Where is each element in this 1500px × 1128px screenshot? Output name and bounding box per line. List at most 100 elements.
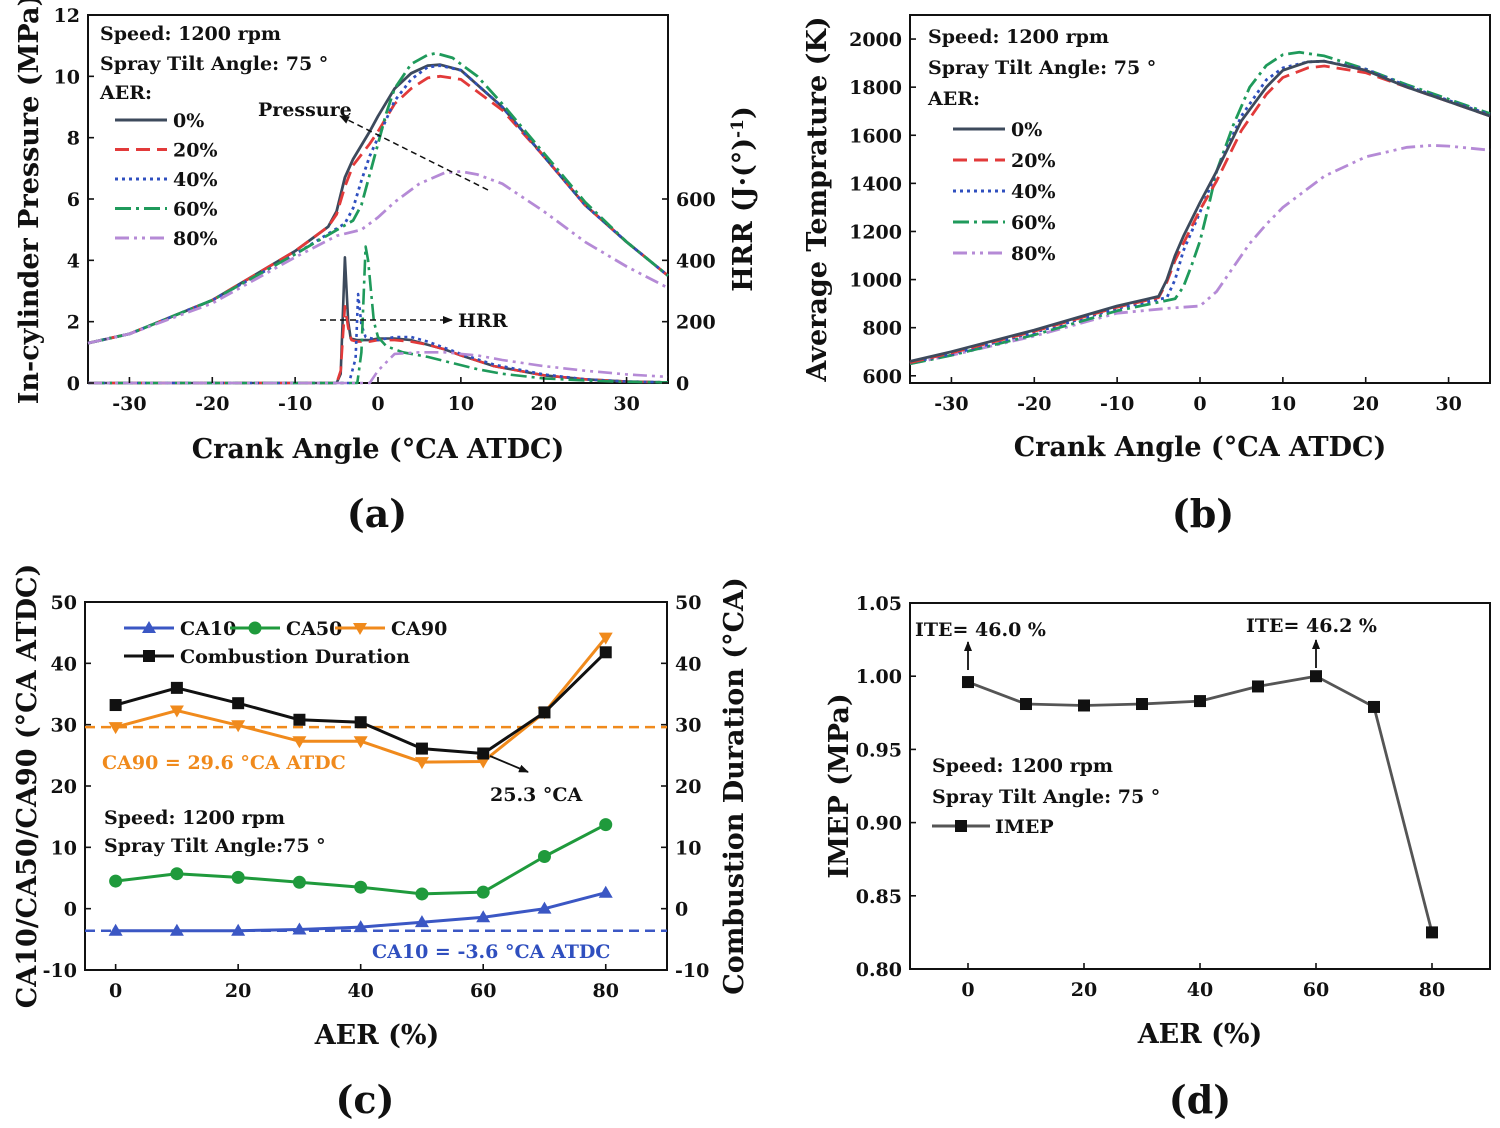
panel-a-x-tick-label: 30 [613,393,639,415]
panel-c-y-tick-label: 0 [64,899,77,921]
panel-a-y-tick-label: 10 [54,66,80,88]
panel-c-y2-tick-label: 30 [675,715,701,737]
panel-d-y-tick-label: 0.80 [856,959,902,981]
panel-c-label: (c) [335,1077,394,1122]
duration-point [109,699,122,712]
duration-point [477,747,490,760]
ca90-point [231,720,246,733]
panel-d-x-tick-label: 80 [1419,979,1445,1001]
panel-c-y-tick-label: 40 [51,653,77,675]
imep-point [1136,698,1148,711]
panel-b-legend-label: 0% [1011,119,1042,141]
panel-d-y-tick-label: 1.05 [856,593,902,615]
ca10-point [231,923,246,936]
duration-point [415,742,428,755]
panel-b-legend-label: 40% [1011,181,1056,203]
panel-c-y-tick-label: 10 [51,837,77,859]
panel-c-series [108,632,613,936]
panel-a-pressure-arrow [339,115,489,191]
pressure-line-60pct [87,51,669,345]
panel-c-legend-label: CA10 [180,618,236,640]
hrr-line-40pct [88,292,669,385]
panel-c-x-axis-label: AER (%) [314,1020,440,1051]
panel-b-y-tick-label: 1800 [849,77,902,99]
panel-a-series [87,51,669,385]
panel-d-y-tick-label: 0.90 [856,813,902,835]
panel-d-ite0-label: ITE= 46.0 % [915,619,1046,641]
panel-a-x-ticks: -30 -20 -10 0 10 20 30 [112,377,640,415]
panel-a-y-tick-label: 12 [54,5,80,27]
panel-c-legend-label: CA90 [391,618,447,640]
panel-a-y2-tick-label: 0 [676,373,689,395]
panel-a-legend: 0% 20% 40% 60% 80% [115,110,218,250]
panel-c-legend-marker [353,623,367,635]
imep-point [1078,699,1090,712]
panel-c-ca10-reference-label: CA10 = -3.6 °CA ATDC [372,941,610,963]
panel-d-x-tick-label: 0 [961,979,974,1001]
panel-c-x-tick-label: 80 [593,980,619,1002]
ca10-point [598,885,613,898]
panel-a: -30 -20 -10 0 10 20 30 0 2 4 6 8 10 12 0 200 400 600 Sp… [14,0,759,536]
panel-c-x-ticks: 0 20 40 60 80 [109,964,619,1002]
panel-c-y2-tick-label: 40 [675,653,701,675]
panel-b-y-ticks: 600 800 1000 1200 1400 1600 1800 2000 [849,29,916,388]
panel-a-x-tick-label: 0 [371,393,384,415]
panel-b-series [909,50,1491,366]
panel-b-x-tick-label: 30 [1435,393,1461,415]
panel-a-y-axis-label: In-cylinder Pressure (MPa) [14,0,45,404]
panel-a-legend-label: 60% [173,199,218,221]
panel-d: 0 20 40 60 80 0.80 0.85 0.90 0.95 1.00 1.05 ITE= … [824,593,1491,1122]
panel-d-ite60-label: ITE= 46.2 % [1246,615,1377,637]
panel-b-x-axis-label: Crank Angle (°CA ATDC) [1014,432,1387,463]
temperature-line-60pct [909,50,1491,366]
panel-a-y2-tick-label: 200 [676,312,716,334]
panel-d-tilt-label: Spray Tilt Angle: 75 ° [932,786,1160,808]
panel-c-min-duration-arrow [489,755,529,773]
panel-d-label: (d) [1169,1077,1232,1122]
panel-d-speed-label: Speed: 1200 rpm [932,755,1113,777]
panel-c-y-tick-label: 30 [51,715,77,737]
panel-a-y2-label-close: ) [728,106,759,119]
imep-point [1252,680,1264,693]
ca50-point [292,875,306,889]
panel-a-hrr-annotation: HRR [458,310,508,332]
panel-a-y-tick-label: 8 [67,128,80,150]
ca50-point [599,818,613,832]
panel-a-y-tick-label: 2 [67,312,80,334]
panel-c-legend: CA10 CA50 CA90 Combustion Duration [124,618,447,668]
panel-a-x-tick-label: 20 [530,393,556,415]
panel-b-legend-label: 80% [1011,243,1056,265]
panel-c-min-duration-label: 25.3 °CA [490,784,583,806]
panel-a-label: (a) [347,491,408,536]
panel-a-speed-label: Speed: 1200 rpm [100,23,281,45]
panel-a-y-ticks: 0 2 4 6 8 10 12 [54,5,94,395]
panel-d-legend: IMEP [932,816,1054,838]
panel-b-y-tick-label: 1200 [849,221,902,243]
ca10-point [537,901,552,914]
ca90-point [169,705,184,718]
panel-b-y-tick-label: 1400 [849,173,902,195]
panel-c-x-tick-label: 40 [347,980,373,1002]
panel-d-y-tick-label: 1.00 [856,666,902,688]
panel-b-aer-label: AER: [927,88,980,110]
panel-a-y2-tick-label: 400 [676,250,716,272]
panel-b-speed-label: Speed: 1200 rpm [928,26,1109,48]
panel-a-x-tick-label: -30 [112,393,146,415]
ca50-point [231,870,245,884]
panel-c-x-tick-label: 60 [470,980,496,1002]
ca10-point [414,915,429,928]
panel-c-y-axis-label: CA10/CA50/CA90 (°CA ATDC) [12,564,43,1009]
ca90-point [598,632,613,645]
panel-a-y2-axis-label: HRR (J·(°)-1) [728,106,759,291]
panel-c-legend-label: CA50 [286,618,342,640]
temperature-line-0pct [909,59,1491,363]
imep-point [962,676,974,689]
hrr-line-80pct [88,351,669,385]
ca10-point [169,923,184,936]
panel-b-x-tick-label: 20 [1352,393,1378,415]
panel-d-x-tick-label: 20 [1071,979,1097,1001]
panel-c-y2-tick-label: 10 [675,837,701,859]
ca50-point [109,874,123,888]
ca10-point [353,920,368,933]
